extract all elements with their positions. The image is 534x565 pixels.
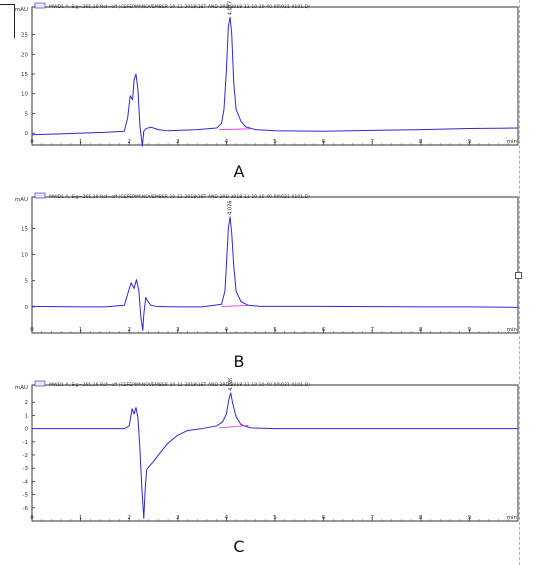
chromatogram-a: MWD1 A, Sig=265,16 Ref=off (CEFEPIM\NOVE… xyxy=(15,1,519,147)
x-tick-label: 3 xyxy=(176,327,180,333)
x-tick-label: 9 xyxy=(468,515,472,521)
y-tick-label: -5 xyxy=(23,493,29,499)
x-tick-label: 5 xyxy=(273,327,277,333)
x-tick-label: 0 xyxy=(30,139,34,145)
baseline-line xyxy=(219,128,251,131)
x-tick-label: 1 xyxy=(79,327,83,333)
caption-a: A xyxy=(233,162,245,181)
x-tick-label: 8 xyxy=(419,327,423,333)
x-axis-label: min xyxy=(507,327,518,333)
chromatogram-b: MWD1 A, Sig=265,16 Ref=off (CEFEPIM\NOVE… xyxy=(15,192,519,334)
x-tick-label: 3 xyxy=(176,515,180,521)
legend-text: MWD1 A, Sig=265,16 Ref=off (CEFEPIM\NOVE… xyxy=(49,382,310,388)
plot-frame xyxy=(31,196,519,334)
x-tick-label: 0 xyxy=(30,327,34,333)
y-tick-label: 15 xyxy=(21,72,28,78)
x-tick-label: 5 xyxy=(273,515,277,521)
x-tick-label: 6 xyxy=(322,327,326,333)
baseline-line xyxy=(219,424,249,429)
y-axis-label: mAU xyxy=(15,385,28,391)
signal-trace xyxy=(32,392,518,519)
x-tick-label: 4 xyxy=(225,515,229,521)
x-tick-label: 1 xyxy=(79,515,83,521)
caption-b: B xyxy=(233,352,245,371)
x-axis-label: min xyxy=(507,139,518,145)
peak-retention-label: 4.077 xyxy=(228,1,234,15)
x-tick-label: 6 xyxy=(322,139,326,145)
y-tick-label: 1 xyxy=(25,413,29,419)
y-tick-label: 0 xyxy=(25,305,29,311)
x-tick-label: 2 xyxy=(127,327,131,333)
legend: MWD1 A, Sig=265,16 Ref=off (CEFEPIM\NOVE… xyxy=(34,192,310,200)
x-tick-label: 6 xyxy=(322,515,326,521)
x-tick-label: 9 xyxy=(468,139,472,145)
y-tick-label: -1 xyxy=(23,440,28,446)
caption-c: C xyxy=(233,537,245,556)
y-tick-label: 5 xyxy=(25,111,29,117)
y-tick-label: 15 xyxy=(21,226,28,232)
y-tick-label: 0 xyxy=(25,131,29,137)
y-tick-label: -4 xyxy=(23,479,29,485)
x-tick-label: 2 xyxy=(127,139,131,145)
x-tick-label: 7 xyxy=(370,515,374,521)
legend-swatch xyxy=(34,380,46,387)
x-tick-label: 8 xyxy=(419,139,423,145)
x-tick-label: 7 xyxy=(370,139,374,145)
legend: MWD1 A, Sig=265,16 Ref=off (CEFEPIM\NOVE… xyxy=(34,2,310,10)
baseline-line xyxy=(221,304,249,308)
plot-frame xyxy=(31,6,519,146)
x-axis-label: min xyxy=(507,515,518,521)
signal-trace xyxy=(31,216,519,331)
legend-swatch xyxy=(34,192,46,199)
y-tick-label: 25 xyxy=(21,33,28,39)
page-margin-guide xyxy=(519,0,520,565)
y-axis-label: mAU xyxy=(15,7,28,13)
legend-text: MWD1 A, Sig=265,16 Ref=off (CEFEPIM\NOVE… xyxy=(49,194,310,200)
x-tick-label: 0 xyxy=(30,515,34,521)
y-tick-label: -2 xyxy=(23,453,28,459)
x-tick-label: 4 xyxy=(225,139,229,145)
chromatogram-c: MWD1 A, Sig=265,16 Ref=off (CEFEPIM\NOVE… xyxy=(15,378,519,522)
plot-frame xyxy=(31,384,519,522)
y-tick-label: 10 xyxy=(21,253,28,259)
x-tick-label: 1 xyxy=(79,139,83,145)
y-tick-label: -6 xyxy=(23,506,29,512)
legend-swatch xyxy=(34,2,46,9)
y-tick-label: -3 xyxy=(23,466,29,472)
y-tick-label: 2 xyxy=(25,400,29,406)
y-tick-label: 5 xyxy=(25,279,29,285)
x-tick-label: 5 xyxy=(273,139,277,145)
y-axis-label: mAU xyxy=(15,197,28,203)
resize-handle[interactable] xyxy=(515,272,522,279)
legend: MWD1 A, Sig=265,16 Ref=off (CEFEPIM\NOVE… xyxy=(34,380,310,388)
legend-text: MWD1 A, Sig=265,16 Ref=off (CEFEPIM\NOVE… xyxy=(49,4,310,10)
peak-retention-label: 4.089 xyxy=(228,378,234,391)
x-tick-label: 3 xyxy=(176,139,180,145)
x-tick-label: 4 xyxy=(225,327,229,333)
y-tick-label: 0 xyxy=(25,427,29,433)
x-tick-label: 9 xyxy=(468,327,472,333)
x-tick-label: 7 xyxy=(370,327,374,333)
x-tick-label: 8 xyxy=(419,515,423,521)
signal-trace xyxy=(31,16,519,147)
peak-retention-label: 4.076 xyxy=(228,201,234,215)
y-tick-label: 10 xyxy=(21,92,28,98)
x-tick-label: 2 xyxy=(127,515,131,521)
crop-mark-horizontal xyxy=(0,4,14,5)
crop-mark-vertical xyxy=(14,4,15,38)
y-tick-label: 20 xyxy=(21,52,28,58)
